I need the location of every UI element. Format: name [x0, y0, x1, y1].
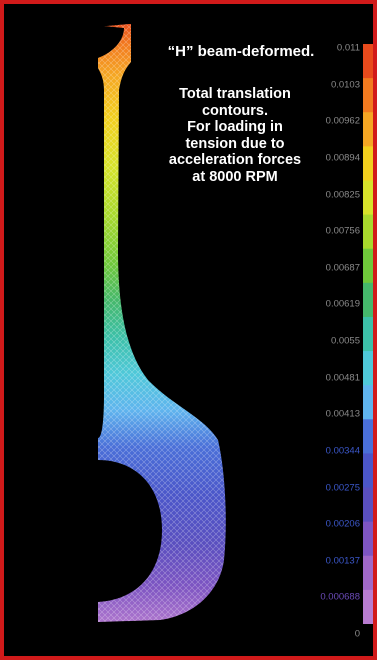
legend-value-label: 0.00894 — [325, 152, 360, 164]
legend-swatch — [363, 146, 373, 181]
legend-value-label: 0.00756 — [325, 225, 360, 237]
legend-value-label: 0.000688 — [320, 591, 360, 603]
legend-swatch — [363, 385, 373, 420]
legend-value-label: 0.00275 — [325, 482, 360, 493]
legend-value-label: 0 — [354, 628, 360, 640]
legend-swatch — [363, 180, 373, 216]
legend-value-label: 0.011 — [336, 42, 360, 54]
legend-swatch — [363, 487, 373, 523]
color-legend-bar — [363, 44, 373, 624]
legend-swatch — [363, 453, 373, 489]
legend-value-label: 0.0103 — [330, 79, 360, 91]
caption-line: For loading in — [187, 119, 283, 135]
legend-swatch — [363, 44, 373, 79]
legend-swatch — [363, 351, 373, 386]
color-legend-labels: 0.011 0.0103 0.00962 0.00894 0.00825 0.00756 0… — [296, 30, 360, 640]
caption-line: tension due to — [185, 135, 285, 152]
legend-swatch — [363, 78, 373, 113]
caption-title: “H” beam-deformed. — [167, 43, 315, 60]
legend-value-label: 0.00206 — [325, 518, 360, 530]
legend-swatch — [363, 282, 373, 318]
legend-value-label: 0.00687 — [325, 262, 360, 274]
legend-value-label: 0.00962 — [325, 115, 360, 127]
legend-value-label: 0.00344 — [325, 445, 360, 457]
legend-swatch — [363, 521, 373, 557]
legend-value-label: 0.00413 — [325, 408, 360, 420]
caption-line: at 8000 RPM — [192, 168, 278, 185]
caption-line: acceleration forces — [168, 152, 302, 168]
legend-swatch — [363, 316, 373, 352]
legend-swatch — [363, 112, 373, 147]
legend-value-label: 0.00137 — [325, 555, 360, 567]
legend-value-label: 0.00619 — [325, 298, 360, 310]
legend-swatch — [363, 248, 373, 284]
legend-value-label: 0.00481 — [325, 372, 360, 384]
legend-swatch — [363, 555, 373, 591]
legend-swatch — [363, 589, 373, 624]
legend-swatch — [363, 214, 373, 250]
legend-swatch — [363, 419, 373, 454]
legend-value-label: 0.00825 — [325, 189, 360, 200]
caption-line: contours. — [201, 102, 269, 119]
caption-line: Total translation — [179, 86, 291, 102]
caption-body: Total translation contours. For loading … — [140, 86, 330, 185]
legend-value-label: 0.0055 — [330, 335, 360, 347]
